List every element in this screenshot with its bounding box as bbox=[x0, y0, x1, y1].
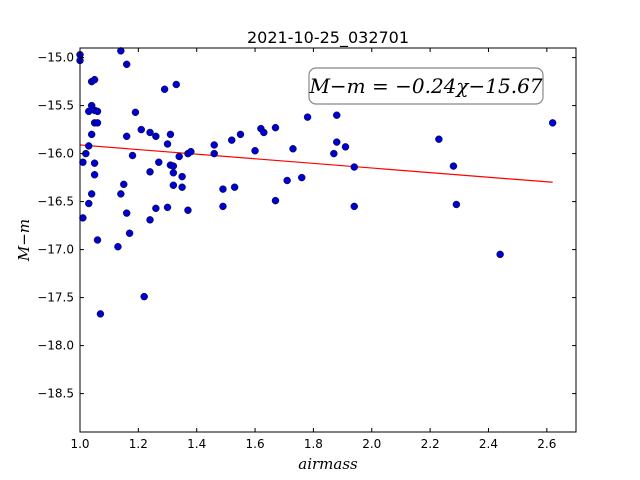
data-point bbox=[117, 190, 125, 198]
data-point bbox=[146, 128, 154, 137]
plot-area bbox=[76, 47, 557, 318]
y-axis: −15.0 −15.5 −16.0 −16.5 −17.0 −17.5 −18.0 −18.5 bbox=[37, 51, 576, 401]
data-point bbox=[122, 60, 131, 69]
data-point bbox=[122, 132, 131, 141]
data-point bbox=[333, 138, 341, 146]
data-point bbox=[283, 176, 291, 185]
data-point bbox=[271, 123, 280, 132]
x-axis: 1.0 1.2 1.4 1.6 1.8 2.0 2.2 2.4 2.6 bbox=[70, 48, 556, 451]
y-axis-title: M−m bbox=[15, 219, 33, 262]
data-point bbox=[90, 159, 99, 167]
data-point bbox=[125, 229, 134, 237]
data-point bbox=[496, 250, 504, 259]
data-point bbox=[85, 199, 93, 208]
y-tick-label: −18.5 bbox=[37, 387, 74, 401]
data-point bbox=[178, 183, 186, 191]
x-tick-label: 1.2 bbox=[129, 437, 148, 451]
data-point bbox=[160, 85, 169, 93]
data-point bbox=[175, 152, 183, 161]
data-point bbox=[228, 136, 236, 144]
data-point bbox=[90, 171, 99, 179]
data-point bbox=[96, 310, 105, 318]
data-point bbox=[137, 125, 145, 134]
plot-frame bbox=[79, 47, 577, 433]
y-tick-label: −16.5 bbox=[37, 195, 74, 209]
data-point bbox=[350, 202, 358, 211]
data-point bbox=[163, 203, 172, 212]
data-point bbox=[169, 181, 178, 189]
data-point bbox=[184, 206, 192, 214]
data-point bbox=[333, 111, 341, 119]
data-point bbox=[350, 163, 358, 171]
x-axis-title: airmass bbox=[298, 455, 358, 473]
data-point bbox=[131, 108, 140, 117]
y-tick-label: −15.5 bbox=[37, 99, 74, 113]
data-point bbox=[435, 135, 443, 143]
y-tick-label: −16.0 bbox=[37, 147, 74, 161]
data-point bbox=[548, 119, 557, 127]
x-tick-label: 1.0 bbox=[70, 437, 89, 451]
data-point bbox=[219, 185, 227, 193]
data-point bbox=[146, 168, 154, 176]
y-tick-label: −17.5 bbox=[37, 291, 74, 305]
data-point bbox=[152, 132, 160, 141]
data-point bbox=[93, 107, 102, 116]
data-point bbox=[85, 142, 93, 150]
data-point bbox=[172, 80, 180, 89]
data-point bbox=[93, 119, 102, 127]
data-point bbox=[260, 128, 268, 137]
y-tick-label: −17.0 bbox=[37, 243, 74, 257]
data-point bbox=[330, 149, 338, 158]
data-point bbox=[140, 292, 148, 301]
x-tick-label: 2.4 bbox=[479, 437, 498, 451]
x-tick-label: 2.2 bbox=[421, 437, 440, 451]
data-point bbox=[178, 172, 186, 181]
data-point bbox=[155, 158, 163, 166]
y-tick-label: −18.0 bbox=[37, 339, 74, 353]
data-point bbox=[114, 243, 122, 251]
data-point bbox=[303, 113, 312, 121]
x-tick-label: 1.6 bbox=[246, 437, 265, 451]
data-point bbox=[219, 202, 227, 211]
data-point bbox=[271, 196, 280, 205]
data-point bbox=[117, 47, 125, 55]
fit-line bbox=[79, 144, 553, 183]
data-point bbox=[87, 130, 96, 139]
data-point bbox=[93, 236, 102, 244]
annotation-box bbox=[308, 67, 544, 105]
data-point bbox=[169, 162, 178, 170]
data-point bbox=[298, 173, 306, 182]
data-point bbox=[122, 209, 131, 217]
data-point bbox=[166, 130, 175, 139]
chart-title: 2021-10-25_032701 bbox=[247, 28, 409, 48]
data-point bbox=[210, 141, 218, 149]
data-point bbox=[152, 204, 160, 213]
data-point bbox=[90, 75, 99, 84]
data-point bbox=[236, 130, 245, 139]
fit-annotation: M−m = −0.24χ−15.67 bbox=[308, 67, 544, 105]
data-point bbox=[79, 214, 87, 222]
data-point bbox=[452, 200, 461, 209]
data-point bbox=[341, 143, 350, 151]
x-tick-label: 2.0 bbox=[362, 437, 381, 451]
data-point bbox=[169, 169, 178, 177]
y-tick-label: −15.0 bbox=[37, 51, 74, 65]
data-point bbox=[251, 147, 259, 155]
x-tick-label: 1.8 bbox=[304, 437, 323, 451]
data-point bbox=[87, 190, 96, 198]
data-point bbox=[449, 162, 458, 170]
x-tick-label: 2.6 bbox=[537, 437, 556, 451]
annotation-text: M−m = −0.24χ−15.67 bbox=[308, 74, 542, 98]
x-tick-label: 1.4 bbox=[187, 437, 206, 451]
data-point bbox=[187, 147, 195, 156]
data-point bbox=[230, 183, 239, 191]
data-point bbox=[120, 180, 128, 189]
data-point bbox=[289, 145, 297, 153]
data-point bbox=[163, 140, 172, 148]
data-point bbox=[128, 151, 137, 160]
data-point bbox=[79, 158, 87, 166]
data-point bbox=[146, 216, 154, 224]
data-point bbox=[210, 149, 218, 158]
